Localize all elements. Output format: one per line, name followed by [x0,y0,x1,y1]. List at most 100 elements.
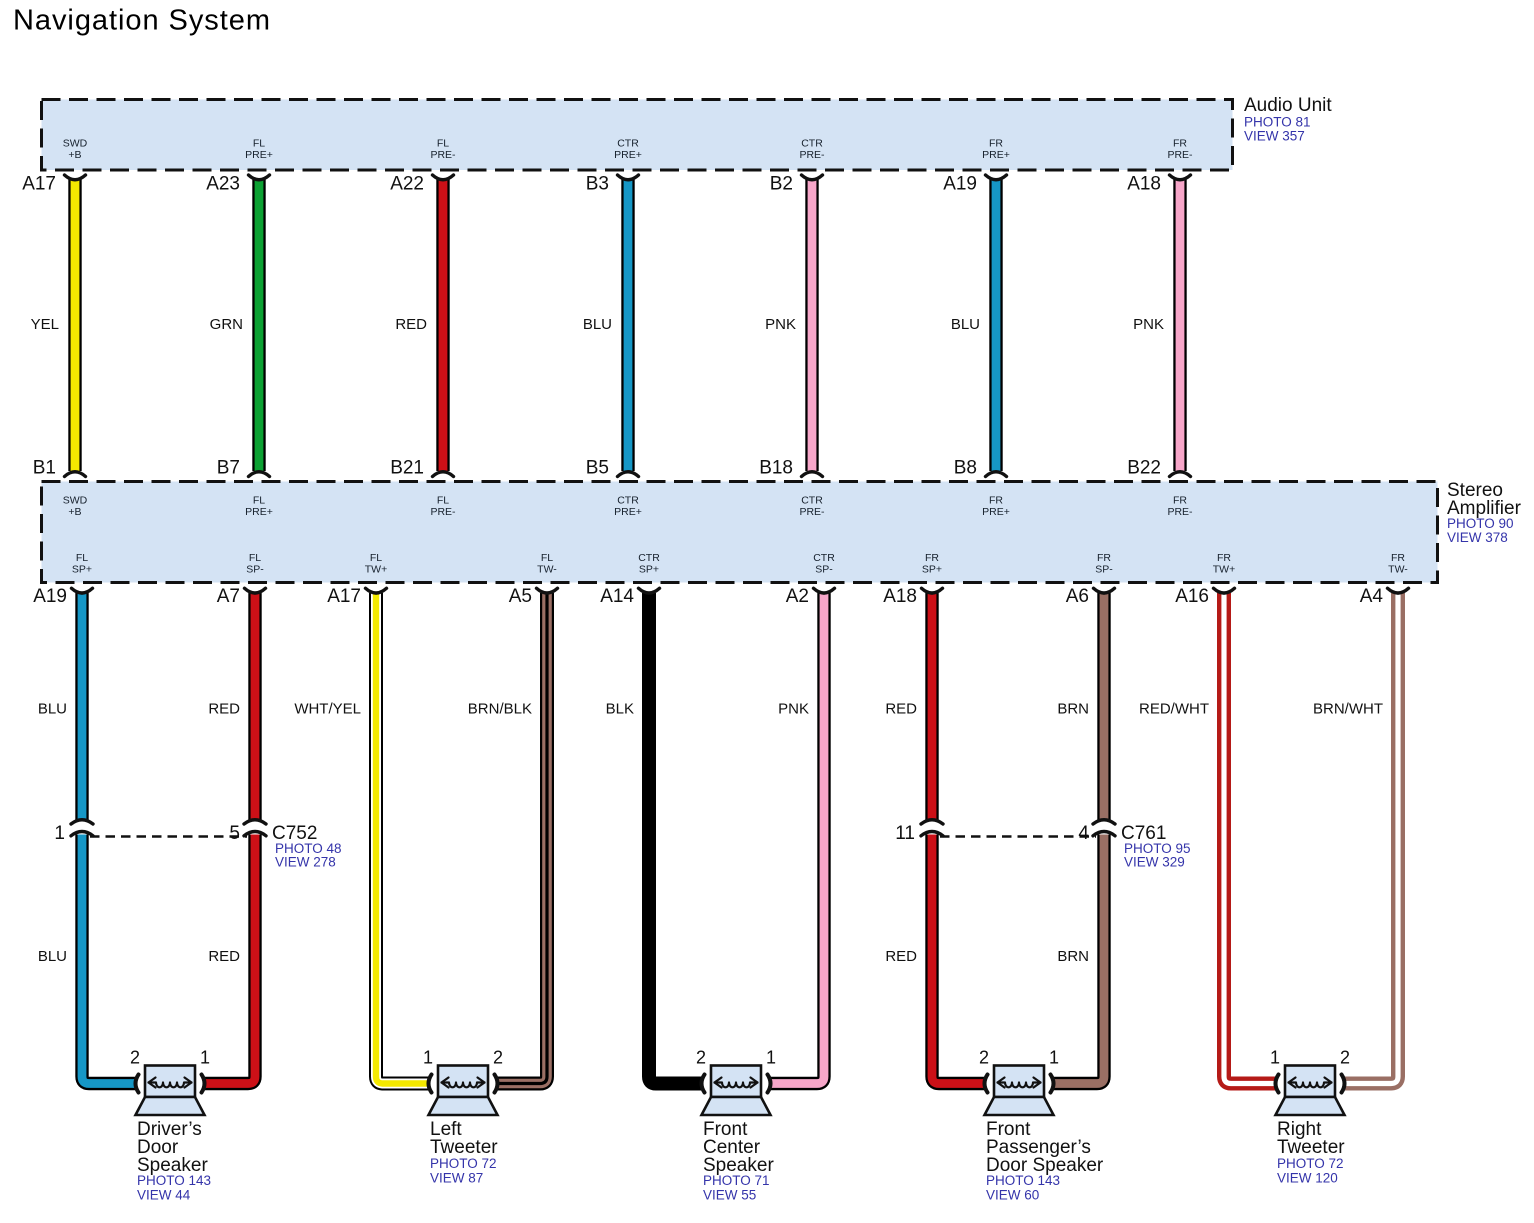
svg-text:A18: A18 [883,586,917,607]
svg-text:PHOTO 81: PHOTO 81 [1244,115,1311,130]
svg-text:PRE-: PRE- [1167,149,1193,161]
svg-text:5: 5 [229,823,240,844]
svg-text:VIEW 60: VIEW 60 [986,1188,1039,1203]
svg-text:BLU: BLU [38,701,67,718]
svg-text:FL: FL [370,552,382,564]
svg-text:Front: Front [703,1119,748,1140]
svg-text:BRN: BRN [1057,701,1089,718]
svg-text:SP-: SP- [1095,564,1113,576]
svg-text:WHT/YEL: WHT/YEL [294,701,361,718]
svg-text:+B: +B [68,149,81,161]
svg-text:FR: FR [989,495,1003,507]
svg-text:SP-: SP- [246,564,264,576]
svg-text:FR: FR [1173,138,1187,150]
svg-text:BLU: BLU [38,948,67,965]
svg-text:1: 1 [1049,1048,1059,1068]
svg-text:Audio Unit: Audio Unit [1244,95,1332,116]
svg-text:A17: A17 [327,586,361,607]
svg-text:Door: Door [137,1137,179,1158]
svg-text:CTR: CTR [801,495,823,507]
svg-text:CTR: CTR [813,552,835,564]
svg-text:SP+: SP+ [922,564,942,576]
svg-text:PRE+: PRE+ [245,149,273,161]
svg-text:YEL: YEL [31,316,59,333]
svg-text:Door Speaker: Door Speaker [986,1155,1104,1176]
svg-text:SP+: SP+ [639,564,659,576]
svg-text:FR: FR [1391,552,1405,564]
svg-text:PRE+: PRE+ [614,149,642,161]
svg-text:FL: FL [437,495,449,507]
svg-text:BLU: BLU [583,316,612,333]
svg-text:1: 1 [423,1048,433,1068]
svg-text:FR: FR [1173,495,1187,507]
svg-text:4: 4 [1078,823,1089,844]
svg-text:RED/WHT: RED/WHT [1139,701,1209,718]
svg-text:PNK: PNK [778,701,809,718]
svg-text:Speaker: Speaker [703,1155,774,1176]
svg-text:Amplifier: Amplifier [1447,498,1522,519]
svg-text:VIEW 329: VIEW 329 [1124,855,1185,870]
svg-text:A2: A2 [786,586,809,607]
svg-text:2: 2 [493,1048,503,1068]
svg-text:2: 2 [979,1048,989,1068]
svg-text:PRE+: PRE+ [614,506,642,518]
svg-text:B8: B8 [954,458,977,479]
svg-text:PHOTO 72: PHOTO 72 [430,1156,497,1171]
svg-text:TW-: TW- [1388,564,1408,576]
svg-text:VIEW 87: VIEW 87 [430,1171,483,1186]
svg-text:C752: C752 [272,823,317,844]
svg-text:Passenger’s: Passenger’s [986,1137,1091,1158]
svg-text:+B: +B [68,506,81,518]
svg-text:Stereo: Stereo [1447,480,1503,501]
svg-text:B2: B2 [770,174,793,195]
svg-text:1: 1 [200,1048,210,1068]
svg-text:PHOTO 143: PHOTO 143 [137,1173,211,1188]
svg-text:A16: A16 [1175,586,1209,607]
svg-text:FR: FR [989,138,1003,150]
svg-text:TW-: TW- [537,564,557,576]
svg-text:B3: B3 [586,174,609,195]
svg-text:SWD: SWD [63,138,88,150]
svg-text:Left: Left [430,1119,462,1140]
svg-text:BRN/WHT: BRN/WHT [1313,701,1383,718]
svg-text:CTR: CTR [801,138,823,150]
svg-text:A19: A19 [943,174,977,195]
svg-text:Navigation System: Navigation System [13,5,271,37]
svg-text:FR: FR [1217,552,1231,564]
svg-text:PHOTO 95: PHOTO 95 [1124,841,1191,856]
svg-text:VIEW 44: VIEW 44 [137,1188,191,1203]
svg-text:CTR: CTR [617,495,639,507]
svg-text:PRE-: PRE- [1167,506,1193,518]
svg-text:FL: FL [253,138,265,150]
svg-text:BRN: BRN [1057,948,1089,965]
svg-text:Tweeter: Tweeter [430,1137,498,1158]
svg-text:2: 2 [696,1048,706,1068]
svg-text:PHOTO 143: PHOTO 143 [986,1173,1060,1188]
svg-text:VIEW 55: VIEW 55 [703,1188,756,1203]
svg-text:RED: RED [208,701,240,718]
svg-text:CTR: CTR [638,552,660,564]
svg-text:1: 1 [54,823,65,844]
svg-text:FL: FL [437,138,449,150]
svg-text:PRE-: PRE- [430,506,456,518]
svg-text:2: 2 [130,1048,140,1068]
svg-text:PHOTO 90: PHOTO 90 [1447,516,1514,531]
svg-text:A18: A18 [1127,174,1161,195]
svg-text:CTR: CTR [617,138,639,150]
svg-text:B21: B21 [390,458,424,479]
svg-text:TW+: TW+ [365,564,387,576]
svg-text:Tweeter: Tweeter [1277,1137,1345,1158]
svg-text:A5: A5 [509,586,532,607]
svg-text:RED: RED [885,701,917,718]
svg-text:1: 1 [1270,1048,1280,1068]
svg-text:SP+: SP+ [72,564,92,576]
svg-text:VIEW 357: VIEW 357 [1244,129,1305,144]
svg-text:Driver’s: Driver’s [137,1119,202,1140]
svg-text:A17: A17 [22,174,56,195]
svg-text:FL: FL [253,495,265,507]
svg-text:FL: FL [76,552,88,564]
svg-text:VIEW 278: VIEW 278 [275,855,336,870]
svg-text:VIEW 378: VIEW 378 [1447,530,1508,545]
svg-text:RED: RED [208,948,240,965]
svg-text:PRE+: PRE+ [982,149,1010,161]
